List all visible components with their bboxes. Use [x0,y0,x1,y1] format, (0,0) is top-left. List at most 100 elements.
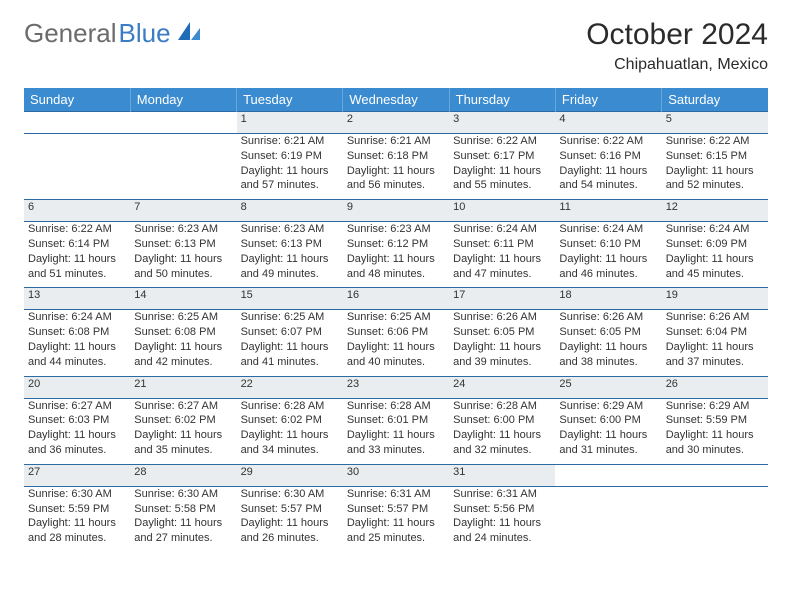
day-info-cell: Sunrise: 6:22 AMSunset: 6:14 PMDaylight:… [24,222,130,288]
day-info-line: Daylight: 11 hours and 42 minutes. [134,340,232,370]
day-info-line: Sunset: 6:03 PM [28,413,126,428]
day-info-line: Daylight: 11 hours and 48 minutes. [347,252,445,282]
day-info-line: Sunset: 6:02 PM [134,413,232,428]
day-info-line: Sunset: 5:58 PM [134,502,232,517]
day-info-cell: Sunrise: 6:30 AMSunset: 5:57 PMDaylight:… [237,486,343,552]
day-number-cell: 26 [662,376,768,398]
brand-part2: Blue [119,18,171,49]
day-info-line: Daylight: 11 hours and 37 minutes. [666,340,764,370]
day-info-line: Sunrise: 6:31 AM [453,487,551,502]
day-info-line: Sunset: 6:13 PM [134,237,232,252]
day-info-line: Sunset: 5:57 PM [241,502,339,517]
day-number-row: 20212223242526 [24,376,768,398]
day-info-line: Sunset: 6:00 PM [559,413,657,428]
day-info-line: Sunrise: 6:24 AM [666,222,764,237]
day-info-cell: Sunrise: 6:30 AMSunset: 5:58 PMDaylight:… [130,486,236,552]
day-info-line: Sunrise: 6:30 AM [134,487,232,502]
weekday-header: Thursday [449,88,555,112]
day-number-cell: 1 [237,112,343,134]
day-number-cell: 15 [237,288,343,310]
weekday-header: Friday [555,88,661,112]
day-info-line: Sunrise: 6:23 AM [347,222,445,237]
day-info-line: Daylight: 11 hours and 28 minutes. [28,516,126,546]
weekday-header: Saturday [662,88,768,112]
day-number-cell: 23 [343,376,449,398]
brand-part1: General [24,18,117,49]
day-info-line: Daylight: 11 hours and 49 minutes. [241,252,339,282]
day-info-cell: Sunrise: 6:26 AMSunset: 6:05 PMDaylight:… [555,310,661,376]
day-info-line: Sunset: 5:59 PM [666,413,764,428]
day-info-line: Sunrise: 6:22 AM [666,134,764,149]
day-info-line: Sunset: 6:08 PM [134,325,232,340]
day-info-line: Sunset: 6:08 PM [28,325,126,340]
day-number-cell: 5 [662,112,768,134]
day-info-cell: Sunrise: 6:28 AMSunset: 6:00 PMDaylight:… [449,398,555,464]
day-info-line: Sunset: 6:13 PM [241,237,339,252]
day-info-line: Sunset: 6:01 PM [347,413,445,428]
day-info-line: Daylight: 11 hours and 33 minutes. [347,428,445,458]
day-info-cell: Sunrise: 6:29 AMSunset: 5:59 PMDaylight:… [662,398,768,464]
day-info-line: Sunrise: 6:26 AM [666,310,764,325]
day-info-line: Sunrise: 6:21 AM [241,134,339,149]
day-number-cell: 8 [237,200,343,222]
day-info-row: Sunrise: 6:22 AMSunset: 6:14 PMDaylight:… [24,222,768,288]
day-info-line: Daylight: 11 hours and 41 minutes. [241,340,339,370]
day-info-cell: Sunrise: 6:25 AMSunset: 6:07 PMDaylight:… [237,310,343,376]
day-info-cell [555,486,661,552]
day-info-line: Sunset: 6:02 PM [241,413,339,428]
day-info-line: Daylight: 11 hours and 46 minutes. [559,252,657,282]
day-info-cell: Sunrise: 6:24 AMSunset: 6:10 PMDaylight:… [555,222,661,288]
day-number-row: 12345 [24,112,768,134]
day-info-line: Sunset: 6:11 PM [453,237,551,252]
day-info-line: Sunrise: 6:25 AM [134,310,232,325]
day-info-line: Sunset: 6:19 PM [241,149,339,164]
day-info-line: Sunset: 6:00 PM [453,413,551,428]
day-info-cell: Sunrise: 6:27 AMSunset: 6:03 PMDaylight:… [24,398,130,464]
day-info-line: Daylight: 11 hours and 52 minutes. [666,164,764,194]
day-info-line: Sunset: 6:05 PM [559,325,657,340]
title-block: October 2024 Chipahuatlan, Mexico [586,18,768,74]
day-info-cell: Sunrise: 6:28 AMSunset: 6:02 PMDaylight:… [237,398,343,464]
day-number-cell: 31 [449,464,555,486]
day-number-cell: 10 [449,200,555,222]
day-info-line: Sunset: 6:04 PM [666,325,764,340]
day-info-line: Sunset: 6:07 PM [241,325,339,340]
weekday-header: Tuesday [237,88,343,112]
day-number-cell: 12 [662,200,768,222]
day-info-cell: Sunrise: 6:31 AMSunset: 5:57 PMDaylight:… [343,486,449,552]
day-info-cell [130,133,236,199]
day-info-line: Daylight: 11 hours and 34 minutes. [241,428,339,458]
month-title: October 2024 [586,18,768,52]
brand-logo: GeneralBlue [24,18,202,49]
day-number-cell: 7 [130,200,236,222]
day-number-cell: 17 [449,288,555,310]
day-info-line: Sunset: 5:59 PM [28,502,126,517]
day-info-line: Sunrise: 6:23 AM [134,222,232,237]
day-info-line: Sunrise: 6:23 AM [241,222,339,237]
day-info-line: Daylight: 11 hours and 39 minutes. [453,340,551,370]
day-info-cell: Sunrise: 6:22 AMSunset: 6:17 PMDaylight:… [449,133,555,199]
day-info-cell [662,486,768,552]
day-info-line: Sunset: 6:05 PM [453,325,551,340]
day-info-line: Sunrise: 6:22 AM [559,134,657,149]
day-info-line: Sunset: 5:56 PM [453,502,551,517]
day-info-cell: Sunrise: 6:27 AMSunset: 6:02 PMDaylight:… [130,398,236,464]
day-info-cell: Sunrise: 6:21 AMSunset: 6:19 PMDaylight:… [237,133,343,199]
day-info-cell: Sunrise: 6:23 AMSunset: 6:12 PMDaylight:… [343,222,449,288]
day-info-line: Sunrise: 6:31 AM [347,487,445,502]
day-info-line: Daylight: 11 hours and 36 minutes. [28,428,126,458]
weekday-header: Wednesday [343,88,449,112]
day-info-row: Sunrise: 6:21 AMSunset: 6:19 PMDaylight:… [24,133,768,199]
day-info-line: Sunset: 6:15 PM [666,149,764,164]
day-number-cell: 27 [24,464,130,486]
day-info-line: Daylight: 11 hours and 27 minutes. [134,516,232,546]
day-info-line: Daylight: 11 hours and 45 minutes. [666,252,764,282]
day-info-line: Sunset: 6:14 PM [28,237,126,252]
day-info-line: Sunrise: 6:24 AM [559,222,657,237]
day-info-line: Daylight: 11 hours and 40 minutes. [347,340,445,370]
day-info-line: Sunrise: 6:28 AM [453,399,551,414]
day-info-line: Daylight: 11 hours and 55 minutes. [453,164,551,194]
day-info-line: Daylight: 11 hours and 57 minutes. [241,164,339,194]
day-info-line: Daylight: 11 hours and 38 minutes. [559,340,657,370]
day-info-cell: Sunrise: 6:26 AMSunset: 6:04 PMDaylight:… [662,310,768,376]
